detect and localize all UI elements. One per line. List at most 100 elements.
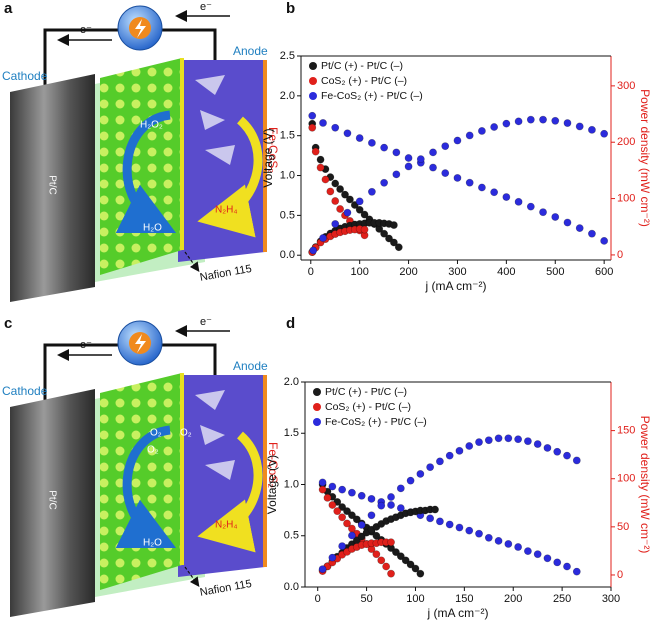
data-point — [406, 476, 415, 485]
legend-label: CoS₂ (+) - Pt/C (–) — [321, 75, 407, 87]
data-point — [572, 456, 581, 465]
data-point — [336, 185, 345, 193]
legend-marker — [313, 403, 321, 411]
data-point — [453, 174, 462, 182]
data-point — [441, 169, 450, 178]
data-point — [563, 119, 572, 127]
y2-tick-label: 0 — [617, 569, 623, 581]
data-point — [431, 505, 439, 514]
y2-axis-label: Power density (mW cm⁻²) — [638, 89, 652, 227]
data-point — [318, 565, 327, 574]
data-point — [416, 470, 425, 478]
cell-schematic — [10, 321, 265, 617]
data-point — [478, 127, 486, 135]
data-point — [309, 246, 318, 255]
data-point — [357, 521, 366, 529]
x-tick-label: 100 — [406, 593, 424, 605]
legend-label: Fe-CoS₂ (+) - Pt/C (–) — [325, 416, 427, 428]
data-point — [526, 202, 535, 211]
data-point — [514, 197, 523, 206]
data-point — [575, 122, 584, 131]
data-point — [514, 435, 523, 444]
data-point — [390, 238, 398, 247]
data-point — [588, 125, 596, 134]
electrode-label: Pt/C — [46, 490, 57, 509]
data-point — [551, 116, 560, 125]
data-point — [563, 562, 571, 571]
x-tick-label: 50 — [360, 593, 372, 605]
y-tick-label: 1.5 — [284, 427, 299, 439]
data-point — [333, 507, 342, 516]
data-point — [338, 485, 347, 494]
species-label: H₂O — [143, 223, 162, 234]
electrode-label: Pt/C — [46, 175, 57, 194]
data-point — [352, 515, 361, 524]
data-point — [382, 562, 391, 571]
data-point — [372, 531, 381, 540]
data-point — [524, 547, 532, 556]
legend-label: Fe-CoS₂ (+) - Pt/C (–) — [321, 90, 423, 102]
x-tick-label: 0 — [308, 266, 314, 278]
cathode-label: Cathode — [2, 384, 48, 398]
data-point — [436, 517, 444, 526]
data-point — [453, 136, 462, 145]
data-point — [308, 123, 317, 132]
y-tick-label: 1.0 — [280, 169, 295, 181]
data-point — [387, 501, 395, 509]
data-point — [367, 187, 376, 196]
data-point — [348, 511, 356, 520]
data-point — [380, 229, 389, 238]
data-point — [343, 208, 352, 217]
data-point — [319, 234, 327, 242]
y-tick-label: 2.5 — [280, 50, 295, 62]
data-point — [436, 457, 444, 466]
data-point — [533, 550, 542, 559]
legend-marker — [309, 92, 317, 100]
data-point — [338, 513, 347, 522]
data-point — [426, 463, 435, 472]
data-point — [341, 190, 349, 199]
legend-label: CoS₂ (+) - Pt/C (–) — [325, 401, 411, 413]
data-point — [504, 540, 513, 548]
data-point — [484, 436, 493, 445]
legend-label: Pt/C (+) - Pt/C (–) — [325, 386, 407, 398]
data-point — [331, 197, 340, 205]
data-point — [539, 208, 547, 217]
data-point — [311, 147, 320, 156]
data-point — [338, 542, 347, 550]
data-point — [441, 142, 450, 151]
data-point — [404, 162, 413, 171]
x-tick-label: 300 — [602, 593, 620, 605]
data-point — [377, 556, 386, 565]
data-point — [345, 195, 354, 204]
data-point — [328, 501, 337, 509]
data-point — [390, 221, 398, 229]
data-point — [504, 434, 513, 443]
x-tick-label: 0 — [315, 593, 321, 605]
species-label: H₂O — [143, 538, 162, 549]
x-tick-label: 250 — [553, 593, 571, 605]
species-label: O₂ — [180, 428, 192, 439]
data-point — [396, 484, 405, 493]
data-point — [490, 123, 499, 131]
data-point — [328, 482, 337, 491]
data-point — [484, 533, 493, 542]
data-point — [355, 134, 364, 142]
panel-label: a — [4, 0, 13, 17]
data-point — [600, 236, 609, 245]
data-point — [360, 225, 369, 234]
data-point — [553, 447, 562, 456]
data-point — [411, 564, 420, 573]
data-point — [465, 178, 474, 187]
data-point — [445, 451, 454, 460]
data-point — [526, 115, 535, 124]
data-point — [572, 567, 581, 576]
anode-label: Anode — [233, 44, 268, 58]
y-tick-label: 1.5 — [280, 130, 295, 142]
data-point — [331, 220, 340, 228]
data-point — [401, 556, 410, 565]
legend-marker — [309, 77, 317, 85]
data-point — [478, 183, 486, 192]
species-label: H₂O₂ — [140, 120, 163, 131]
data-point — [336, 205, 345, 213]
